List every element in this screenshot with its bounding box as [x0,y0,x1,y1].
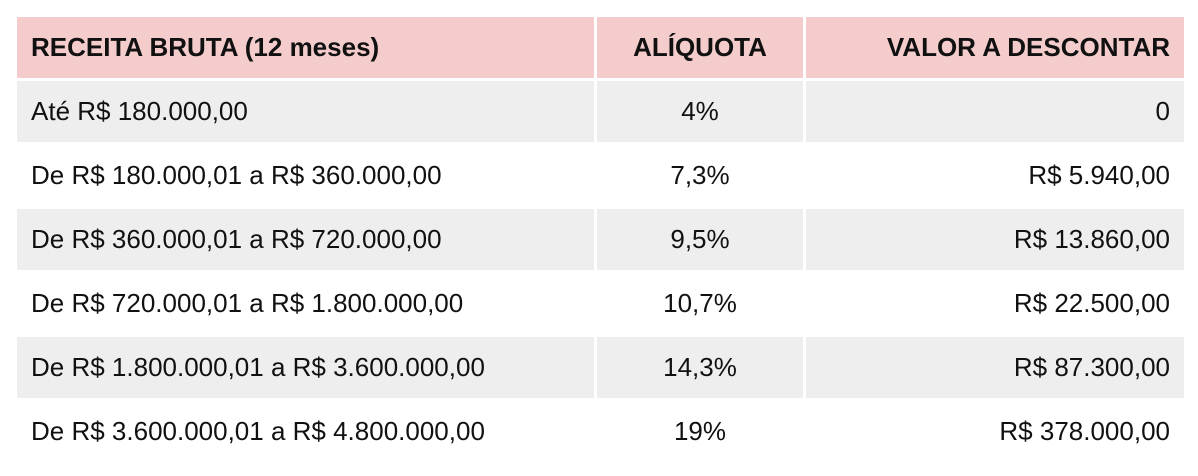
table-header-row: RECEITA BRUTA (12 meses) ALÍQUOTA VALOR … [17,17,1184,78]
tax-bracket-table: RECEITA BRUTA (12 meses) ALÍQUOTA VALOR … [14,14,1187,465]
cell-receita-bruta: De R$ 180.000,01 a R$ 360.000,00 [17,145,594,206]
cell-aliquota: 14,3% [597,337,803,398]
cell-valor-a-descontar: R$ 87.300,00 [806,337,1184,398]
cell-receita-bruta: De R$ 3.600.000,01 a R$ 4.800.000,00 [17,401,594,462]
table-row: De R$ 3.600.000,01 a R$ 4.800.000,00 19%… [17,401,1184,462]
cell-aliquota: 10,7% [597,273,803,334]
table-row: De R$ 360.000,01 a R$ 720.000,00 9,5% R$… [17,209,1184,270]
cell-valor-a-descontar: 0 [806,81,1184,142]
table-row: Até R$ 180.000,00 4% 0 [17,81,1184,142]
cell-valor-a-descontar: R$ 378.000,00 [806,401,1184,462]
tax-table-container: RECEITA BRUTA (12 meses) ALÍQUOTA VALOR … [17,17,1184,462]
cell-receita-bruta: Até R$ 180.000,00 [17,81,594,142]
cell-receita-bruta: De R$ 720.000,01 a R$ 1.800.000,00 [17,273,594,334]
cell-aliquota: 7,3% [597,145,803,206]
header-receita-bruta: RECEITA BRUTA (12 meses) [17,17,594,78]
cell-aliquota: 9,5% [597,209,803,270]
table-row: De R$ 180.000,01 a R$ 360.000,00 7,3% R$… [17,145,1184,206]
header-valor-a-descontar: VALOR A DESCONTAR [806,17,1184,78]
table-row: De R$ 1.800.000,01 a R$ 3.600.000,00 14,… [17,337,1184,398]
table-row: De R$ 720.000,01 a R$ 1.800.000,00 10,7%… [17,273,1184,334]
cell-aliquota: 4% [597,81,803,142]
cell-aliquota: 19% [597,401,803,462]
cell-valor-a-descontar: R$ 13.860,00 [806,209,1184,270]
cell-valor-a-descontar: R$ 5.940,00 [806,145,1184,206]
cell-valor-a-descontar: R$ 22.500,00 [806,273,1184,334]
cell-receita-bruta: De R$ 360.000,01 a R$ 720.000,00 [17,209,594,270]
cell-receita-bruta: De R$ 1.800.000,01 a R$ 3.600.000,00 [17,337,594,398]
header-aliquota: ALÍQUOTA [597,17,803,78]
